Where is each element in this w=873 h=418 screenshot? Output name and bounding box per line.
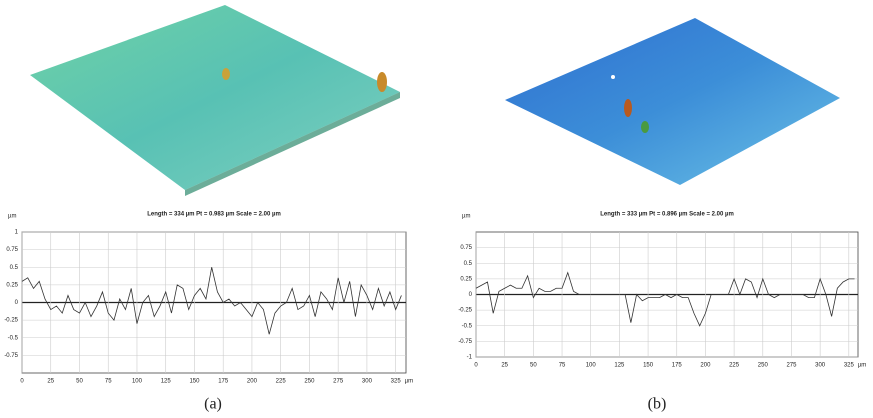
caption: (b) [648,396,667,413]
y-tick-label: 0.75 [460,245,472,251]
x-tick-label: 175 [672,363,683,369]
chart-title: Length = 334 µm Pt = 0.983 µm Scale = 2.… [147,212,281,218]
x-tick-label: 150 [643,363,654,369]
x-tick-label: 300 [815,363,826,369]
x-tick-label: 325 [844,363,855,369]
peak [222,68,230,80]
x-tick-label: 275 [786,363,797,369]
x-tick-label: 100 [586,363,597,369]
x-axis-unit: µm [858,363,866,369]
y-axis-unit: µm [8,214,16,220]
x-tick-label: 100 [132,379,143,385]
peak [624,99,632,117]
y-tick-label: -0.5 [8,335,19,341]
x-tick-label: 225 [729,363,740,369]
y-tick-label: 0.5 [10,265,19,271]
x-tick-label: 50 [530,363,537,369]
x-tick-label: 250 [758,363,769,369]
peak [377,72,387,92]
y-tick-label: 0.25 [6,282,18,288]
peak [641,121,649,133]
x-tick-label: 50 [76,379,83,385]
spot [611,75,615,79]
y-tick-label: -1 [467,355,473,361]
profile-line [475,271,855,327]
x-axis-unit: µm [405,379,413,385]
caption: (a) [204,396,222,413]
chart-title: Length = 333 µm Pt = 0.896 µm Scale = 2.… [600,212,734,218]
x-tick-label: 250 [304,379,315,385]
y-tick-label: 0 [469,292,473,298]
surface-a-edge [185,92,400,196]
x-tick-label: 125 [161,379,172,385]
x-tick-label: 275 [333,379,344,385]
x-tick-label: 75 [559,363,566,369]
y-tick-label: 1 [15,230,19,236]
y-tick-label: -0.25 [4,318,18,324]
x-tick-label: 200 [247,379,258,385]
y-tick-label: 0.5 [464,261,473,267]
y-tick-label: -0.75 [4,353,18,359]
x-tick-label: 0 [474,363,478,369]
x-tick-label: 225 [276,379,287,385]
x-tick-label: 200 [700,363,711,369]
x-tick-label: 125 [614,363,625,369]
y-tick-label: -0.75 [458,339,472,345]
y-tick-label: 0 [15,300,19,306]
x-tick-label: 0 [20,379,24,385]
y-tick-label: -0.25 [458,308,472,314]
x-tick-label: 150 [189,379,200,385]
x-tick-label: 25 [501,363,508,369]
x-tick-label: 25 [47,379,54,385]
surface-a [30,5,400,190]
x-tick-label: 175 [218,379,229,385]
y-tick-label: -0.5 [462,323,473,329]
y-tick-label: 0.75 [6,247,18,253]
x-tick-label: 325 [391,379,402,385]
profile-line [21,267,402,335]
surface-b [505,18,840,185]
y-axis-unit: µm [462,214,470,220]
x-tick-label: 75 [105,379,112,385]
x-tick-label: 300 [362,379,373,385]
y-tick-label: 0.25 [460,276,472,282]
